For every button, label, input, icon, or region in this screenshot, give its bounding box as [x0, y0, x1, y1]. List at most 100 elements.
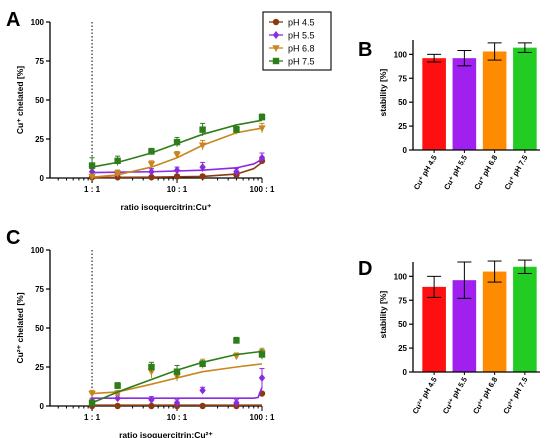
chart-a-y-tick-label: 50	[35, 96, 44, 105]
chart-b-y-tick-label: 50	[398, 98, 407, 107]
chart-c-y-tick-label: 50	[35, 324, 44, 333]
bar-cu-ph-5-5	[452, 50, 477, 150]
bar-cu-ph-7-5	[513, 42, 537, 150]
data-point-ph-7-5	[233, 337, 240, 344]
chart-c-x-tick-label: 100 : 1	[250, 413, 275, 422]
chart-d-y-tick-label: 100	[394, 272, 408, 281]
chart-a-cu1-chelation: 0 25 50 75 100 1 : 1 10 : 1 100 : 1 ratio isoque…	[15, 11, 332, 212]
bar-rect-ph-6-8	[482, 271, 507, 372]
data-point-ph-6-8	[113, 170, 122, 178]
data-point-ph-7-5	[148, 363, 155, 371]
data-point-ph-4-5	[114, 402, 121, 410]
chart-b-y-tick-label: 25	[398, 122, 407, 131]
data-point-ph-6-8	[88, 390, 96, 398]
chart-b-x-tick-label: Cu⁺ pH 4.5	[412, 154, 439, 192]
chart-a-x-tick-label: 100 : 1	[250, 185, 275, 194]
data-point-ph-7-5	[173, 368, 181, 375]
data-point-ph-6-8	[173, 151, 181, 159]
chart-c-x-tick-label: 1 : 1	[84, 413, 101, 422]
data-point-ph-4-5	[199, 402, 206, 410]
chart-a-y-tick-label: 75	[35, 57, 44, 66]
chart-a-y-axis-label: Cu⁺ chelated [%]	[15, 66, 25, 134]
chart-b-y-tick-label: 0	[403, 146, 408, 155]
data-point-ph-7-5	[199, 126, 206, 133]
chart-a-y-tick-label: 0	[40, 174, 45, 183]
chart-a-legend: pH 4.5 pH 5.5 pH 6.8 pH 7.5	[262, 11, 332, 71]
chart-c-y-tick-label: 0	[40, 402, 45, 411]
chart-b-x-tick-label: Cu⁺ pH 6.8	[472, 154, 499, 192]
bar-cu-ph-4-5	[422, 275, 446, 372]
data-point-ph-7-5	[114, 382, 121, 389]
bar-rect-ph-6-8	[482, 51, 507, 151]
chart-a-x-tick-label: 1 : 1	[84, 185, 101, 194]
chart-a-y-tick-label: 100	[31, 18, 45, 27]
chart-d-x-tick-label: Cu²⁺ pH 4.5	[411, 376, 439, 416]
data-point-ph-6-8	[198, 142, 207, 150]
data-point-ph-4-5	[173, 173, 181, 180]
data-point-ph-7-5	[88, 399, 96, 407]
legend-label-ph-4-5: pH 4.5	[288, 18, 315, 28]
bar-cu-ph-6-8	[482, 42, 507, 151]
fit-curve-ph-4-5	[92, 161, 263, 179]
fit-curve-ph-5-5	[92, 386, 263, 400]
data-point-ph-6-8	[258, 125, 266, 133]
chart-c-y-axis-label: Cu²⁺ chelated [%]	[15, 292, 25, 363]
legend-marker-ph-6-8	[272, 45, 280, 52]
legend-marker-ph-4-5	[272, 18, 280, 26]
legend-label-ph-6-8: pH 6.8	[288, 44, 315, 54]
bar-cu-ph-7-5	[513, 259, 537, 372]
chart-b-y-tick-label: 100	[394, 50, 408, 59]
chart-d-y-tick-label: 25	[398, 344, 407, 353]
data-point-ph-7-5	[233, 126, 240, 133]
data-point-ph-5-5	[148, 395, 155, 404]
panel-label-d: D	[358, 258, 372, 280]
chart-d-y-tick-label: 75	[398, 296, 407, 305]
data-point-ph-5-5	[199, 163, 206, 172]
bar-rect-ph-7-5	[513, 47, 537, 150]
chart-c-y-tick-label: 25	[35, 363, 44, 372]
bar-rect-ph-4-5	[422, 58, 446, 150]
data-point-ph-7-5	[199, 360, 206, 368]
chart-c-y-tick-label: 75	[35, 285, 44, 294]
data-point-ph-5-5	[258, 153, 266, 162]
bar-rect-ph-7-5	[513, 266, 537, 372]
data-point-ph-5-5	[173, 166, 181, 175]
chart-b-y-axis-label: stability [%]	[378, 69, 388, 117]
fit-curve-ph-5-5	[92, 158, 263, 174]
data-point-ph-4-5	[148, 402, 155, 410]
chart-d-x-tick-label: Cu²⁺ pH 6.8	[471, 376, 499, 416]
chart-d-x-tick-label: Cu²⁺ pH 5.5	[441, 376, 469, 416]
series-ph-7-5	[88, 336, 266, 407]
legend-label-ph-7-5: pH 7.5	[288, 57, 315, 67]
series-ph-7-5	[88, 113, 266, 174]
chart-a-y-tick-label: 25	[35, 135, 44, 144]
chart-a-x-tick-label: 10 : 1	[167, 185, 188, 194]
bar-rect-ph-5-5	[452, 280, 477, 372]
chart-c-cu2-chelation: 0 25 50 75 100 1 : 1 10 : 1 100 : 1 ratio isoque…	[15, 246, 275, 438]
data-point-ph-5-5	[199, 386, 206, 395]
panel-label-c: C	[6, 227, 20, 249]
panel-label-a: A	[6, 9, 20, 31]
chart-d-y-tick-label: 0	[403, 368, 408, 377]
bar-cu-ph-5-5	[452, 261, 477, 372]
data-point-ph-7-5	[88, 162, 96, 169]
chart-d-x-tick-label: Cu²⁺ pH 7.5	[501, 376, 529, 416]
legend-label-ph-5-5: pH 5.5	[288, 31, 315, 41]
data-point-ph-7-5	[258, 351, 266, 358]
chart-c-x-tick-label: 10 : 1	[167, 413, 188, 422]
legend-marker-ph-5-5	[272, 31, 280, 39]
chart-c-x-axis-label: ratio isoquercitrin:Cu²⁺	[119, 430, 213, 438]
bar-rect-ph-4-5	[422, 286, 446, 372]
data-point-ph-6-8	[147, 161, 156, 168]
chart-d-y-axis-label: stability [%]	[378, 291, 388, 339]
legend-marker-ph-7-5	[272, 57, 280, 65]
data-point-ph-7-5	[148, 148, 155, 155]
chart-b-x-tick-label: Cu⁺ pH 5.5	[442, 154, 469, 192]
data-point-ph-4-5	[148, 174, 155, 181]
panel-label-b: B	[358, 39, 372, 61]
chart-b-cu1-stability: Cu⁺ pH 4.5 Cu⁺ pH 5.5 Cu⁺ pH 6.8 Cu⁺ pH 7.5…	[378, 40, 540, 191]
bar-rect-ph-5-5	[452, 58, 477, 150]
data-point-ph-6-8	[88, 173, 96, 181]
bar-cu-ph-4-5	[422, 53, 446, 150]
